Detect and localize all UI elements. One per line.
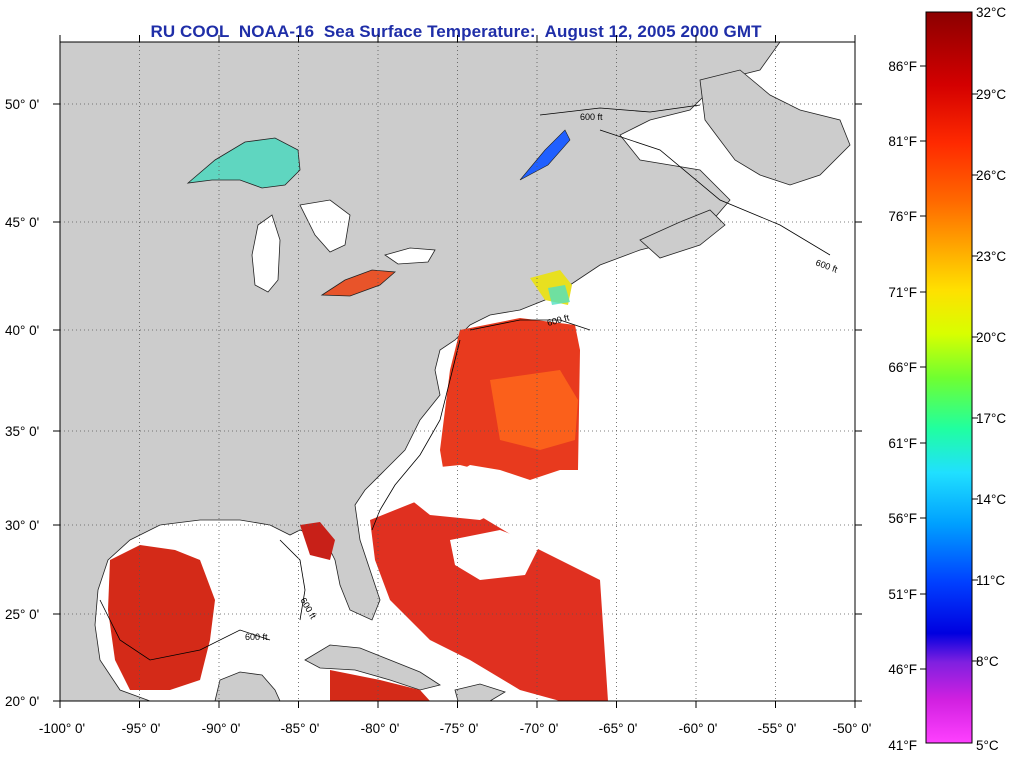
colorbar-gradient (925, 11, 973, 744)
colorbar-ticks (920, 65, 978, 670)
tick-marks (53, 35, 862, 708)
lon-label-95w: -95° 0' (122, 721, 161, 736)
celsius-label-8: 8°C (976, 654, 999, 669)
fahrenheit-label-41: 41°F (888, 738, 917, 753)
lon-label-100w: -100° 0' (39, 721, 85, 736)
fahrenheit-label-51: 51°F (888, 587, 917, 602)
fahrenheit-label-81: 81°F (888, 134, 917, 149)
lat-label-20n: 20° 0' (5, 694, 39, 709)
sst-gulf-of-maine-cool (548, 285, 570, 305)
sst-south-atlantic (370, 500, 608, 701)
sst-gulf-of-mexico-east (300, 522, 335, 560)
newfoundland-land (699, 69, 851, 186)
lon-label-80w: -80° 0' (361, 721, 400, 736)
isobath-600ft-south (99, 339, 461, 661)
celsius-label-26: 26°C (976, 168, 1006, 183)
sst-caribbean (330, 670, 430, 701)
sst-gulf-of-mexico-west (108, 545, 215, 690)
sst-gulf-stream (490, 370, 578, 450)
fahrenheit-label-71: 71°F (888, 285, 917, 300)
lon-label-70w: -70° 0' (520, 721, 559, 736)
lake-ontario (384, 247, 436, 265)
fahrenheit-label-66: 66°F (888, 360, 917, 375)
celsius-labels: 32°C 29°C 26°C 23°C 20°C 17°C 14°C 11°C … (976, 5, 1006, 753)
contour-label-yucatan: 600 ft (245, 632, 268, 642)
celsius-label-23: 23°C (976, 249, 1006, 264)
lon-label-50w: -50° 0' (833, 721, 872, 736)
celsius-label-11: 11°C (976, 573, 1005, 588)
celsius-label-5: 5°C (976, 738, 999, 753)
fahrenheit-label-86: 86°F (888, 59, 917, 74)
cloud-gap-2 (450, 530, 540, 580)
isobath-600ft-north (469, 104, 831, 331)
lake-michigan (251, 214, 281, 293)
celsius-label-14: 14°C (976, 492, 1006, 507)
lat-label-25n: 25° 0' (5, 607, 39, 622)
lon-label-65w: -65° 0' (599, 721, 638, 736)
celsius-label-17: 17°C (976, 411, 1006, 426)
celsius-label-20: 20°C (976, 330, 1006, 345)
lat-label-40n: 40° 0' (5, 323, 39, 338)
contour-label-north: 600 ft (580, 112, 603, 122)
lat-label-35n: 35° 0' (5, 424, 39, 439)
cuba-land (304, 644, 441, 691)
graticule (60, 42, 855, 701)
lon-label-85w: -85° 0' (281, 721, 320, 736)
yucatan-land (214, 671, 281, 701)
fahrenheit-label-76: 76°F (888, 209, 917, 224)
north-america-land (60, 42, 781, 701)
lat-label-45n: 45° 0' (5, 215, 39, 230)
fahrenheit-labels: 86°F 81°F 76°F 71°F 66°F 61°F 56°F 51°F … (888, 59, 917, 753)
lat-label-30n: 30° 0' (5, 518, 39, 533)
lon-label-90w: -90° 0' (202, 721, 241, 736)
hispaniola-land (454, 683, 506, 701)
celsius-label-32: 32°C (976, 5, 1006, 20)
fahrenheit-label-46: 46°F (888, 662, 917, 677)
fahrenheit-label-56: 56°F (888, 511, 917, 526)
lake-superior (186, 137, 301, 189)
lat-label-50n: 50° 0' (5, 97, 39, 112)
map-title: RU COOL NOAA-16 Sea Surface Temperature:… (150, 22, 762, 41)
fahrenheit-label-61: 61°F (888, 436, 917, 451)
longitude-labels: -100° 0' -95° 0' -90° 0' -85° 0' -80° 0'… (39, 721, 872, 736)
lake-huron (299, 199, 351, 253)
lon-label-60w: -60° 0' (679, 721, 718, 736)
celsius-label-29: 29°C (976, 87, 1006, 102)
st-lawrence-estuary (519, 129, 571, 181)
lake-erie (320, 269, 396, 297)
latitude-labels: 50° 0' 45° 0' 40° 0' 35° 0' 30° 0' 25° 0… (5, 97, 39, 709)
lon-label-55w: -55° 0' (758, 721, 797, 736)
lon-label-75w: -75° 0' (440, 721, 479, 736)
cloud-gap (405, 465, 520, 520)
